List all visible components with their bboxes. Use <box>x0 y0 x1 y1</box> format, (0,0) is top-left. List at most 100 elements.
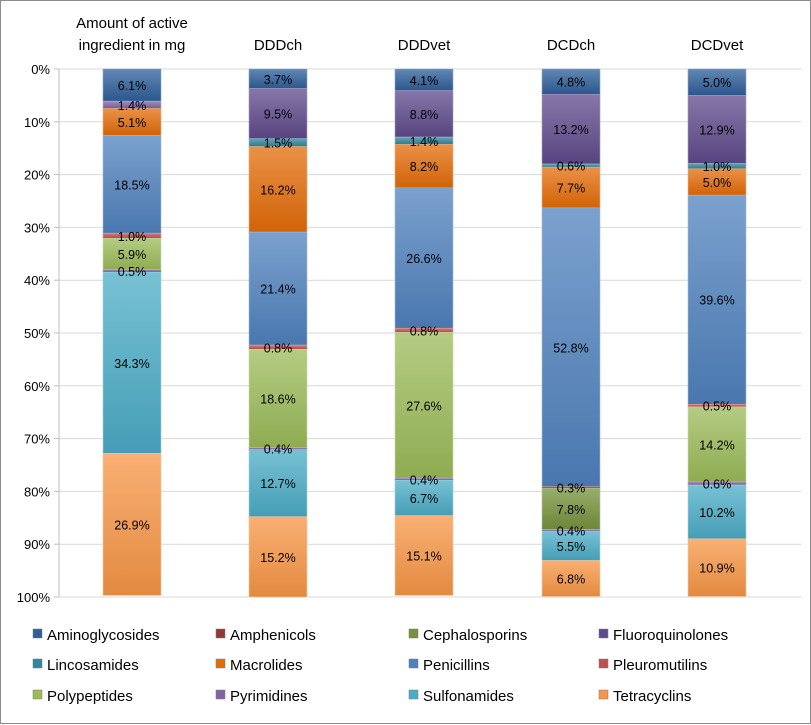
data-label: 21.4% <box>260 283 295 297</box>
y-tick-label: 20% <box>24 168 50 183</box>
legend-label: Tetracyclins <box>613 688 691 705</box>
legend-swatch <box>32 628 43 639</box>
category-label: DCDch <box>547 37 595 54</box>
legend-label: Penicillins <box>423 657 490 674</box>
legend-swatch <box>598 658 609 669</box>
data-label: 18.6% <box>260 392 295 406</box>
bar-segment-aminoglycosides-5 <box>687 68 747 96</box>
bar-segment-penicillins-2 <box>248 231 308 346</box>
legend-item-cephalosporins: Cephalosporins <box>408 627 527 644</box>
bar-segment-macrolides-5 <box>687 168 747 196</box>
data-label: 1.4% <box>118 99 147 113</box>
data-label: 26.9% <box>114 518 149 532</box>
data-label: 1.0% <box>118 230 147 244</box>
legend-swatch <box>32 689 43 700</box>
bar-segment-tetracyclins-1 <box>102 453 162 596</box>
bar-segment-penicillins-1 <box>102 135 162 234</box>
data-label: 34.3% <box>114 357 149 371</box>
bar-segment-penicillins-4 <box>541 207 601 487</box>
data-label: 0.5% <box>118 265 147 279</box>
legend-swatch <box>215 628 226 639</box>
bar-segment-sulfonamides-2 <box>248 449 308 518</box>
bar-segment-polypeptides-3 <box>394 332 454 479</box>
data-label: 6.8% <box>557 573 586 587</box>
data-label: 52.8% <box>553 341 588 355</box>
data-label: 1.0% <box>703 160 732 174</box>
bar-segment-fluoroquinolones-3 <box>394 90 454 138</box>
bar-segment-polypeptides-2 <box>248 349 308 448</box>
legend-item-penicillins: Penicillins <box>408 657 490 674</box>
legend-swatch <box>408 689 419 700</box>
bar-segment-fluoroquinolones-2 <box>248 88 308 139</box>
data-label: 14.2% <box>699 438 734 452</box>
bar-segment-sulfonamides-4 <box>541 531 601 561</box>
legend-item-fluoroquinolones: Fluoroquinolones <box>598 627 728 644</box>
bar-segment-sulfonamides-3 <box>394 480 454 516</box>
legend-item-sulfonamides: Sulfonamides <box>408 688 514 705</box>
legend-swatch <box>408 628 419 639</box>
data-label: 10.2% <box>699 506 734 520</box>
data-label: 1.4% <box>410 135 439 149</box>
legend-swatch <box>598 628 609 639</box>
legend-swatch <box>215 689 226 700</box>
legend-item-lincosamides: Lincosamides <box>32 657 139 674</box>
data-label: 16.2% <box>260 183 295 197</box>
y-axis: 0% 10% 20% 30% 40% 50% 60% 70% 80% 90% 100% <box>17 62 60 605</box>
bar-segment-aminoglycosides-4 <box>541 68 601 95</box>
data-label: 0.6% <box>557 160 586 174</box>
legend-item-macrolides: Macrolides <box>215 657 303 674</box>
bar-segment-fluoroquinolones-4 <box>541 94 601 165</box>
legend-label: Cephalosporins <box>423 627 527 644</box>
category-label: DDDch <box>254 37 302 54</box>
legend-label: Pyrimidines <box>230 688 308 705</box>
legend-label: Lincosamides <box>47 657 139 674</box>
data-label: 6.1% <box>118 79 147 93</box>
bar-segment-aminoglycosides-1 <box>102 68 162 102</box>
bar-segment-tetracyclins-3 <box>394 515 454 596</box>
legend-item-tetracyclins: Tetracyclins <box>598 688 691 705</box>
bar-segment-penicillins-3 <box>394 187 454 329</box>
y-tick-label: 0% <box>31 62 50 77</box>
y-tick-label: 30% <box>24 220 50 235</box>
bars: 6.1% 1.4% 5.1% 18.5% 1.0% 5.9% 0.5% 34.3% 26.9% 3… <box>102 68 747 598</box>
y-tick-label: 90% <box>24 537 50 552</box>
data-label: 0.4% <box>557 524 586 538</box>
category-label: Amount of active <box>76 15 188 32</box>
data-label: 12.7% <box>260 477 295 491</box>
data-label: 0.4% <box>410 473 439 487</box>
legend-swatch <box>215 658 226 669</box>
data-label: 8.8% <box>410 108 439 122</box>
legend-item-pleuromutilins: Pleuromutilins <box>598 657 707 674</box>
data-label: 0.6% <box>703 477 732 491</box>
data-label: 39.6% <box>699 294 734 308</box>
data-label: 18.5% <box>114 178 149 192</box>
data-label: 3.7% <box>264 73 293 87</box>
data-label: 10.9% <box>699 562 734 576</box>
data-label: 13.2% <box>553 123 588 137</box>
legend: Aminoglycosides Amphenicols Cephalosporins… <box>32 627 728 705</box>
data-label: 26.6% <box>406 252 441 266</box>
data-label: 8.2% <box>410 160 439 174</box>
y-tick-label: 40% <box>24 273 50 288</box>
y-tick-label: 80% <box>24 484 50 499</box>
bar-segment-penicillins-5 <box>687 194 747 405</box>
bar-segment-fluoroquinolones-5 <box>687 95 747 164</box>
data-label: 9.5% <box>264 108 293 122</box>
data-label: 5.0% <box>703 176 732 190</box>
legend-swatch <box>32 658 43 669</box>
data-label: 5.0% <box>703 76 732 90</box>
category-label: DDDvet <box>398 37 451 54</box>
data-label: 15.1% <box>406 550 441 564</box>
bar-segment-polypeptides-1 <box>102 238 162 270</box>
y-tick-label: 60% <box>24 379 50 394</box>
data-label: 0.3% <box>557 481 586 495</box>
y-tick-label: 70% <box>24 432 50 447</box>
x-axis: Amount of active ingredient in mg DDDch DDD… <box>76 15 744 54</box>
legend-label: Pleuromutilins <box>613 657 707 674</box>
legend-label: Amphenicols <box>230 627 316 644</box>
data-label: 0.5% <box>703 400 732 414</box>
bar-segment-tetracyclins-4 <box>541 560 601 597</box>
bar-segment-tetracyclins-2 <box>248 516 308 598</box>
data-label: 7.7% <box>557 182 586 196</box>
data-label: 27.6% <box>406 399 441 413</box>
